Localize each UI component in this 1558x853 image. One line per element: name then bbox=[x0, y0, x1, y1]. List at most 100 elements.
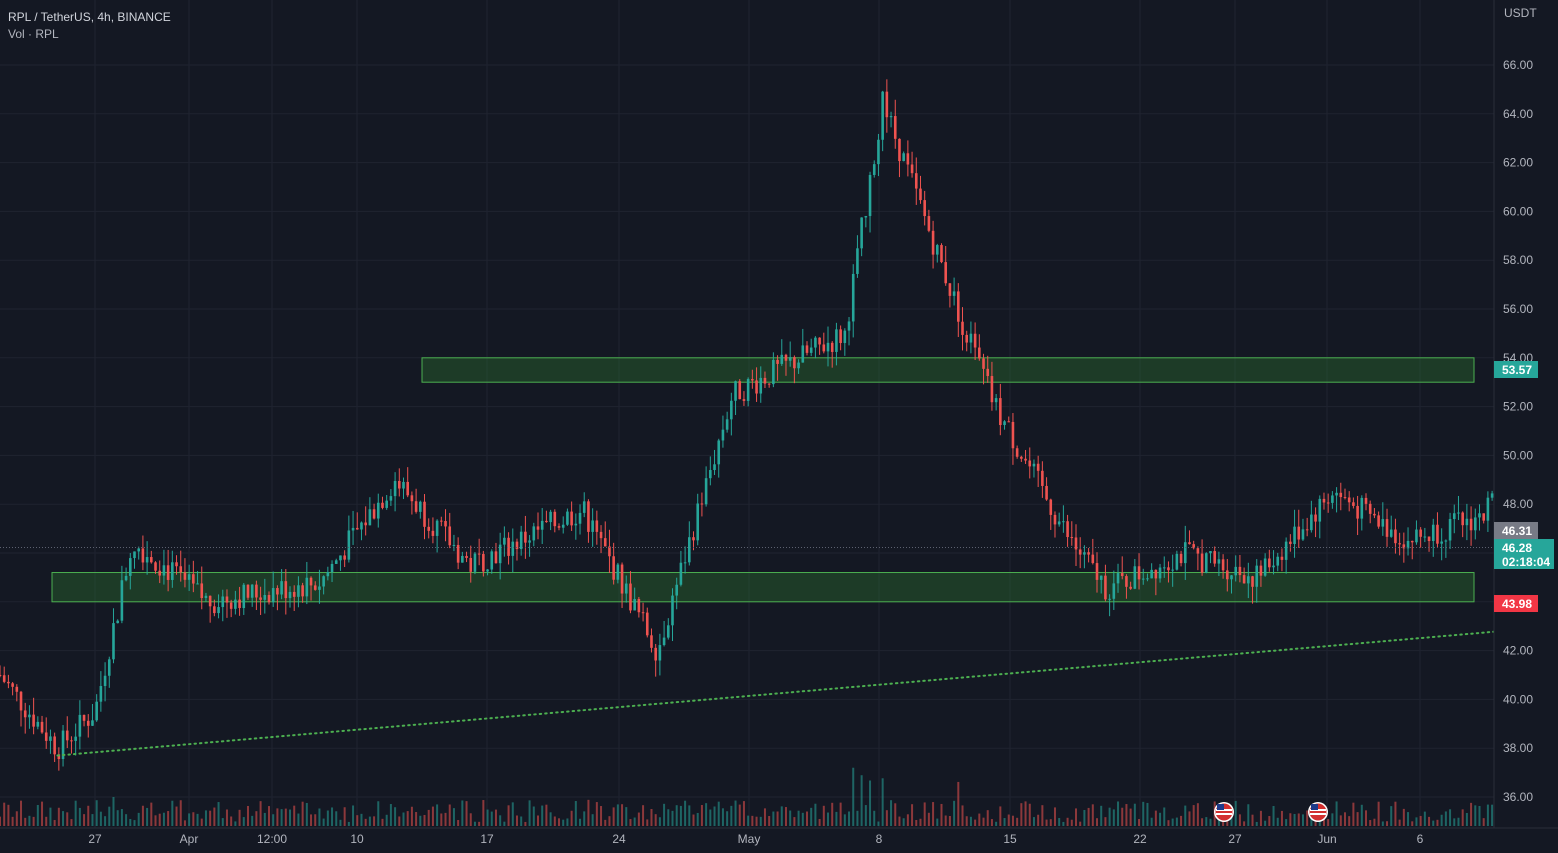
candle-body bbox=[1402, 544, 1406, 549]
candle-body bbox=[990, 376, 994, 403]
volume-bar bbox=[755, 816, 758, 826]
candle-body bbox=[1095, 563, 1099, 580]
volume-bar bbox=[902, 818, 905, 826]
candle-body bbox=[1062, 521, 1065, 523]
volume-bar bbox=[78, 807, 81, 826]
volume-bar bbox=[251, 815, 254, 826]
volume-bar bbox=[293, 805, 296, 826]
candle-body bbox=[221, 596, 225, 608]
volume-bar bbox=[272, 814, 275, 826]
volume-bar bbox=[1491, 804, 1494, 826]
candle-body bbox=[1125, 576, 1128, 587]
candle-body bbox=[179, 566, 183, 573]
symbol-title[interactable]: RPL / TetherUS, 4h, BINANCE bbox=[8, 10, 171, 24]
volume-bar bbox=[314, 814, 317, 826]
volume-bar bbox=[709, 809, 712, 826]
candle-body bbox=[944, 262, 947, 284]
price-tick-label: 62.00 bbox=[1503, 156, 1533, 170]
candle-body bbox=[746, 379, 750, 401]
volume-bar bbox=[827, 812, 830, 826]
candle-body bbox=[553, 511, 557, 527]
candle-body bbox=[208, 595, 212, 607]
candle-body bbox=[818, 337, 821, 345]
candle-body bbox=[721, 429, 725, 441]
candle-body bbox=[120, 580, 124, 621]
candle-body bbox=[1099, 575, 1103, 580]
candle-body bbox=[1461, 512, 1464, 526]
volume-bar bbox=[87, 805, 90, 826]
candle-body bbox=[940, 245, 943, 263]
candle-body bbox=[196, 583, 199, 585]
volume-bar bbox=[1234, 800, 1237, 826]
volume-bar bbox=[768, 816, 771, 826]
volume-bar bbox=[574, 801, 577, 826]
candle-body bbox=[1478, 513, 1481, 518]
volume-bar bbox=[3, 802, 6, 826]
candle-body bbox=[1385, 519, 1389, 537]
time-tick-label: 12:00 bbox=[257, 832, 287, 846]
volume-bar bbox=[301, 801, 304, 826]
volume-indicator-title[interactable]: Vol · RPL bbox=[8, 27, 59, 41]
candle-body bbox=[734, 381, 737, 401]
volume-bar bbox=[558, 818, 561, 826]
volume-bar bbox=[1188, 811, 1191, 826]
candle-body bbox=[763, 377, 767, 384]
candle-body bbox=[32, 714, 35, 727]
candle-body bbox=[1032, 463, 1036, 467]
price-axis-bg bbox=[1494, 0, 1558, 828]
volume-bar bbox=[852, 767, 855, 826]
volume-bar bbox=[1238, 814, 1241, 826]
volume-bar bbox=[848, 811, 851, 826]
candle-body bbox=[616, 564, 620, 580]
candle-body bbox=[1469, 518, 1473, 531]
volume-bar bbox=[183, 820, 186, 826]
volume-bar bbox=[7, 804, 10, 826]
volume-bar bbox=[104, 816, 107, 826]
trendline[interactable] bbox=[56, 630, 1495, 757]
volume-bar bbox=[15, 811, 18, 826]
candle-body bbox=[910, 164, 914, 174]
volume-bar bbox=[953, 800, 956, 826]
candle-body bbox=[679, 562, 683, 585]
candle-body bbox=[486, 569, 489, 572]
candle-body bbox=[234, 599, 237, 609]
candle-body bbox=[952, 291, 956, 296]
volume-bar bbox=[1453, 818, 1456, 826]
candle-body bbox=[662, 637, 666, 646]
candle-body bbox=[133, 551, 136, 559]
time-axis[interactable]: 27 Apr 12:00 10 17 24 May 8 15 22 27 Jun 6 bbox=[0, 827, 1558, 846]
candle-body bbox=[582, 501, 586, 513]
volume-bar bbox=[688, 805, 691, 826]
volume-bar bbox=[62, 811, 65, 826]
us-flag-event-icon[interactable] bbox=[1308, 802, 1328, 822]
time-tick-label: 6 bbox=[1417, 832, 1424, 846]
volume-bar bbox=[335, 811, 338, 826]
candle-body bbox=[372, 509, 376, 519]
candle-body bbox=[1335, 492, 1338, 496]
candle-body bbox=[1183, 542, 1187, 564]
candle-body bbox=[1036, 463, 1040, 471]
candle-body bbox=[284, 581, 288, 599]
us-flag-event-icon[interactable] bbox=[1214, 802, 1234, 822]
candle-body bbox=[578, 512, 582, 524]
volume-bar bbox=[1129, 808, 1132, 826]
candle-body bbox=[872, 164, 876, 175]
candle-body bbox=[86, 720, 90, 726]
svg-text:46.28: 46.28 bbox=[1502, 541, 1532, 555]
candle-body bbox=[957, 291, 960, 322]
candle-body bbox=[305, 577, 309, 597]
candle-body bbox=[183, 572, 187, 580]
candle-body bbox=[351, 527, 355, 531]
candle-body bbox=[654, 647, 657, 661]
volume-bar bbox=[352, 805, 355, 826]
drawing-zones[interactable] bbox=[51, 357, 1475, 603]
candle-body bbox=[1188, 542, 1191, 545]
candle-body bbox=[1221, 559, 1225, 571]
candle-body bbox=[435, 520, 439, 536]
chart-legend[interactable]: RPL / TetherUS, 4h, BINANCE Vol · RPL bbox=[8, 9, 171, 43]
candle-body bbox=[397, 480, 401, 489]
candle-body bbox=[1150, 569, 1153, 579]
candle-body bbox=[885, 91, 889, 118]
price-axis[interactable]: USDT 66.0064.0062.0060.0058.0056.0054.00… bbox=[1493, 0, 1558, 828]
